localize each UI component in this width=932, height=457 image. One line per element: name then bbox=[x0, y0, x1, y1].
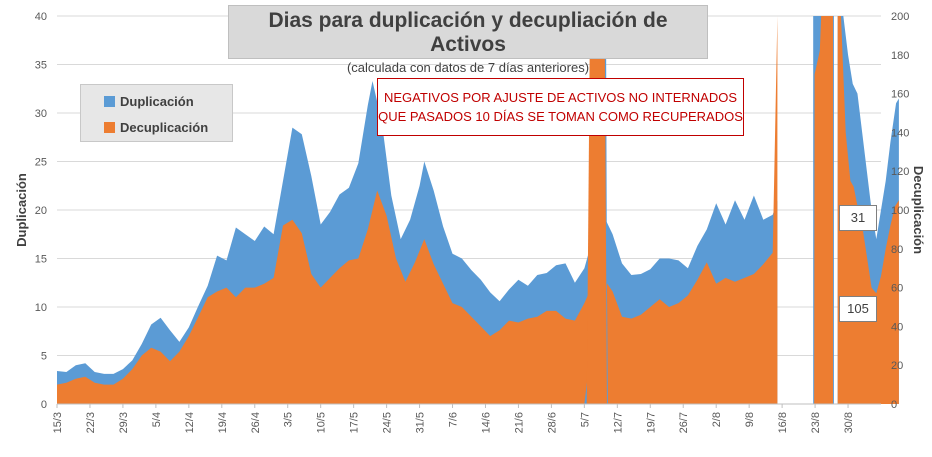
y2-tick-label: 60 bbox=[891, 283, 903, 295]
x-tick-label: 7/6 bbox=[448, 412, 460, 427]
y-axis-title: Duplicación bbox=[14, 173, 29, 247]
x-tick-label: 24/5 bbox=[382, 412, 394, 433]
legend-label-decuplicacion: Decuplicación bbox=[120, 119, 209, 135]
y-tick-label: 5 bbox=[41, 351, 47, 363]
y2-tick-label: 40 bbox=[891, 321, 903, 333]
y-tick-label: 40 bbox=[35, 11, 47, 23]
legend-swatch-duplicacion bbox=[104, 95, 115, 107]
y2-tick-label: 180 bbox=[891, 50, 909, 62]
chart-title: Dias para duplicación y decupliación de … bbox=[268, 9, 668, 56]
legend-label-duplicacion: Duplicación bbox=[120, 93, 194, 109]
legend-swatch-decuplicacion bbox=[104, 121, 115, 133]
y2-tick-label: 200 bbox=[891, 11, 909, 23]
x-tick-label: 9/8 bbox=[744, 412, 756, 427]
y2-tick-label: 20 bbox=[891, 360, 903, 372]
x-tick-label: 15/3 bbox=[52, 412, 64, 433]
y-tick-label: 0 bbox=[41, 399, 47, 411]
x-tick-label: 5/7 bbox=[579, 412, 591, 427]
band-decuplicacion-mid-august bbox=[814, 16, 833, 404]
y-tick-label: 15 bbox=[35, 254, 47, 266]
chart-subtitle: (calculada con datos de 7 días anteriore… bbox=[346, 60, 590, 75]
y2-tick-label: 160 bbox=[891, 89, 909, 101]
y2-tick-label: 120 bbox=[891, 166, 909, 178]
y2-axis-title: Decuplicación bbox=[911, 166, 926, 254]
y-tick-label: 30 bbox=[35, 108, 47, 120]
x-tick-label: 16/8 bbox=[777, 412, 789, 433]
x-tick-label: 21/6 bbox=[513, 412, 525, 433]
x-tick-label: 26/7 bbox=[678, 412, 690, 433]
x-tick-label: 14/6 bbox=[480, 412, 492, 433]
value-label-decuplicacion: 105 bbox=[839, 296, 877, 322]
chart-title-box: Dias para duplicación y decupliación de … bbox=[228, 5, 708, 75]
legend: Duplicación Decuplicación bbox=[80, 84, 233, 142]
x-tick-label: 31/5 bbox=[415, 412, 427, 433]
annotation-box: NEGATIVOS POR AJUSTE DE ACTIVOS NO INTER… bbox=[377, 78, 744, 136]
x-tick-label: 19/4 bbox=[217, 412, 229, 433]
legend-item-duplicacion: Duplicación bbox=[104, 93, 194, 109]
legend-item-decuplicacion: Decuplicación bbox=[104, 119, 208, 135]
y2-tick-label: 100 bbox=[891, 205, 909, 217]
x-tick-label: 22/3 bbox=[85, 412, 97, 433]
x-tick-label: 23/8 bbox=[810, 412, 822, 433]
y2-tick-label: 80 bbox=[891, 244, 903, 256]
y-tick-label: 10 bbox=[35, 302, 47, 314]
annotation-line-1: NEGATIVOS POR AJUSTE DE ACTIVOS NO INTER… bbox=[384, 90, 737, 105]
x-tick-label: 3/5 bbox=[283, 412, 295, 427]
x-tick-label: 17/5 bbox=[349, 412, 361, 433]
y-tick-label: 20 bbox=[35, 205, 47, 217]
x-tick-label: 19/7 bbox=[645, 412, 657, 433]
y2-tick-label: 0 bbox=[891, 399, 897, 411]
annotation-line-2: QUE PASADOS 10 DÍAS SE TOMAN COMO RECUPE… bbox=[378, 109, 743, 124]
x-tick-label: 12/4 bbox=[184, 412, 196, 433]
y2-tick-label: 140 bbox=[891, 127, 909, 139]
y-tick-label: 35 bbox=[35, 60, 47, 72]
x-tick-label: 12/7 bbox=[612, 412, 624, 433]
y-tick-label: 25 bbox=[35, 157, 47, 169]
axes: 0 5 10 15 20 25 30 35 40 0 20 40 60 80 100 120 140 160 180… bbox=[14, 11, 926, 433]
x-tick-label: 29/3 bbox=[118, 412, 130, 433]
x-tick-label: 10/5 bbox=[316, 412, 328, 433]
x-tick-label: 5/4 bbox=[151, 412, 163, 427]
x-tick-label: 26/4 bbox=[250, 412, 262, 433]
x-tick-label: 30/8 bbox=[843, 412, 855, 433]
x-tick-label: 2/8 bbox=[711, 412, 723, 427]
value-label-duplicacion: 31 bbox=[839, 205, 877, 231]
x-tick-label: 28/6 bbox=[546, 412, 558, 433]
